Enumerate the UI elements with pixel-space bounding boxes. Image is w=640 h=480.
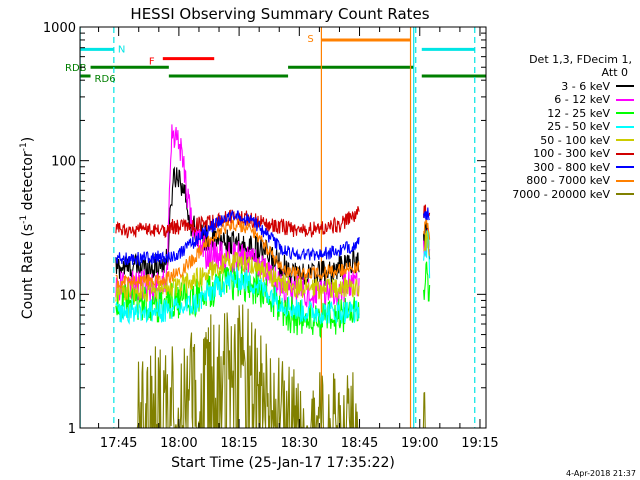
legend-entry: 800 - 7000 keV	[470, 174, 634, 187]
x-tick-label: 18:45	[341, 436, 378, 451]
legend-attenuator-line: Att 0	[601, 66, 628, 79]
legend-entry: 300 - 800 keV	[470, 160, 634, 174]
legend-swatch	[616, 125, 634, 128]
flag-label-rd6: RD6	[95, 74, 116, 85]
legend-swatch	[616, 179, 634, 182]
legend-swatch	[616, 139, 634, 141]
y-tick-label: 1000	[43, 21, 76, 36]
legend-entry: 50 - 100 keV	[470, 133, 634, 147]
y-tick-label: 100	[51, 155, 76, 170]
legend-entry: 12 - 25 keV	[470, 106, 634, 120]
legend-label: 50 - 100 keV	[540, 133, 610, 147]
legend-swatch	[616, 152, 634, 155]
legend-entry: 25 - 50 keV	[470, 120, 634, 133]
flag-label-n: N	[118, 44, 125, 55]
chart-title: HESSI Observing Summary Count Rates	[130, 5, 429, 23]
series-line	[115, 217, 431, 289]
generated-timestamp: 4-Apr-2018 21:37	[566, 469, 636, 478]
legend-label: 3 - 6 keV	[561, 79, 610, 93]
legend-label: 800 - 7000 keV	[526, 174, 610, 187]
legend-swatch	[616, 193, 634, 195]
series-lines	[115, 124, 431, 428]
flag-label-rdb: RDB	[65, 63, 87, 74]
legend-entry: 7000 - 20000 keV	[470, 187, 634, 201]
y-tick-label: 10	[59, 288, 76, 303]
flag-labels: N F S RDB RD6	[65, 34, 314, 85]
legend-label: 12 - 25 keV	[547, 106, 610, 120]
x-axis-title: Start Time (25-Jan-17 17:35:22)	[171, 455, 395, 471]
x-tick-label: 18:30	[281, 436, 318, 451]
series-line	[115, 230, 431, 325]
series-line	[136, 304, 426, 428]
legend-entry: 100 - 300 keV	[470, 147, 634, 160]
legend-label: 300 - 800 keV	[533, 160, 610, 174]
series-line	[115, 207, 430, 267]
legend-entry: 6 - 12 keV	[470, 93, 634, 106]
legend-detector-line: Det 1,3, FDecim 1,	[529, 53, 632, 66]
series-line	[115, 230, 431, 303]
series-line	[115, 204, 431, 239]
flag-bars	[80, 38, 486, 78]
legend-swatch	[616, 112, 634, 114]
x-tick-label: 17:45	[100, 436, 137, 451]
x-tick-label: 19:15	[461, 436, 498, 451]
legend-swatch	[616, 166, 634, 168]
x-tick-label: 18:15	[220, 436, 257, 451]
x-tick-label: 18:00	[160, 436, 197, 451]
legend-label: 100 - 300 keV	[533, 147, 610, 160]
axes: 1 10 100 1000 17:45 18:00 18:15 18:30 18:45 19:00…	[43, 21, 499, 451]
y-tick-label: 1	[68, 422, 76, 437]
y-axis-title: Count Rate (s-1 detector-1)	[19, 137, 36, 319]
x-tick-label: 19:00	[401, 436, 438, 451]
legend-swatch	[616, 98, 634, 101]
legend-swatch	[616, 85, 634, 87]
plot-frame	[79, 26, 487, 429]
flag-label-f: F	[149, 57, 155, 68]
legend-label: 25 - 50 keV	[547, 120, 610, 133]
legend-label: 6 - 12 keV	[554, 93, 610, 106]
legend-entry: 3 - 6 keV	[470, 79, 634, 93]
legend-label: 7000 - 20000 keV	[512, 187, 610, 201]
flag-label-s: S	[307, 34, 313, 45]
